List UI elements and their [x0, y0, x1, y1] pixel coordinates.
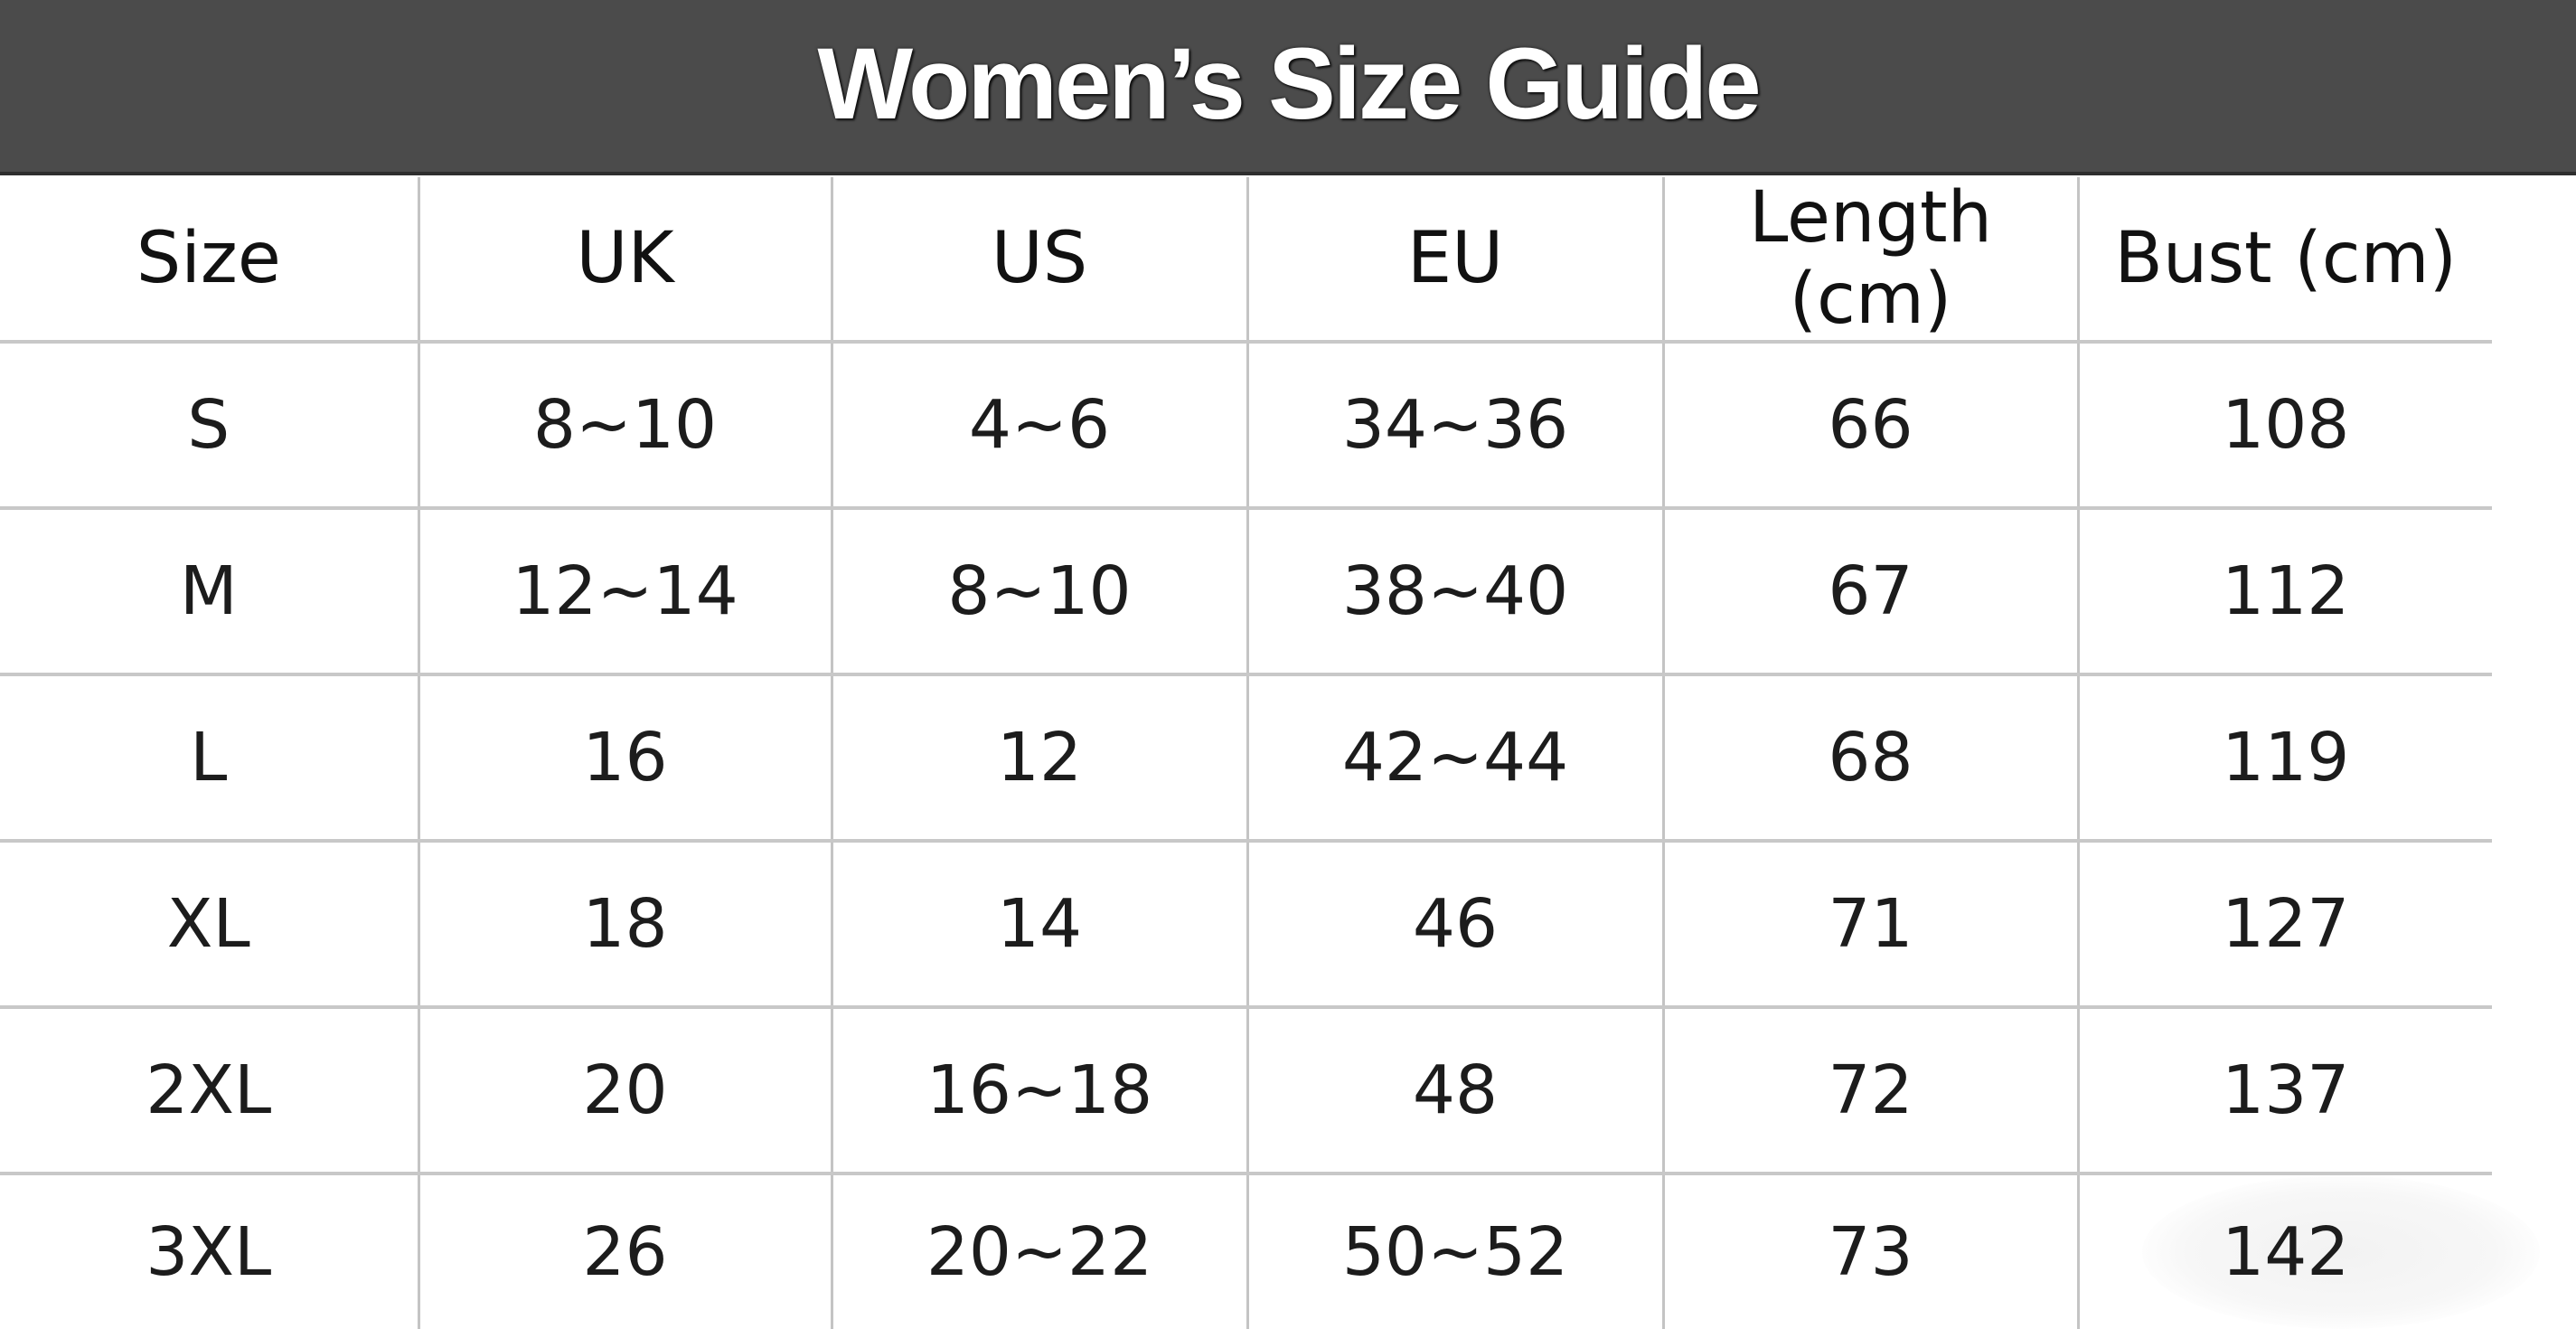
page-title: Women’s Size Guide	[817, 26, 1761, 140]
table-row: S 8~10 4~6 34~36 66 108	[0, 342, 2492, 510]
table-row: L 16 12 42~44 68 119	[0, 674, 2492, 843]
cell-uk: 12~14	[418, 508, 833, 676]
cell-eu: 50~52	[1247, 1173, 1665, 1329]
cell-length: 71	[1663, 841, 2080, 1009]
cell-bust: 137	[2078, 1007, 2492, 1175]
cell-bust: 108	[2078, 342, 2492, 510]
cell-uk: 16	[418, 674, 833, 843]
cell-us: 12	[832, 674, 1249, 843]
cell-us: 16~18	[832, 1007, 1249, 1175]
cell-uk: 8~10	[418, 342, 833, 510]
cell-eu: 42~44	[1247, 674, 1665, 843]
header-row: Size UK US EU Length (cm) Bust (cm)	[0, 177, 2492, 344]
cell-size: S	[0, 342, 420, 510]
cell-eu: 46	[1247, 841, 1665, 1009]
cell-length: 68	[1663, 674, 2080, 843]
column-header-us: US	[832, 177, 1249, 344]
table-row: M 12~14 8~10 38~40 67 112	[0, 508, 2492, 676]
column-header-eu: EU	[1247, 177, 1665, 344]
cell-length: 73	[1663, 1173, 2080, 1329]
cell-size: XL	[0, 841, 420, 1009]
shadow-smudge	[2142, 1175, 2540, 1329]
cell-length: 72	[1663, 1007, 2080, 1175]
cell-uk: 18	[418, 841, 833, 1009]
cell-us: 14	[832, 841, 1249, 1009]
cell-size: M	[0, 508, 420, 676]
column-header-size: Size	[0, 177, 420, 344]
column-header-uk: UK	[418, 177, 833, 344]
cell-length: 66	[1663, 342, 2080, 510]
cell-uk: 26	[418, 1173, 833, 1329]
table-row: 3XL 26 20~22 50~52 73 142	[0, 1173, 2492, 1329]
cell-bust: 112	[2078, 508, 2492, 676]
cell-bust: 142	[2222, 1213, 2350, 1291]
cell-size: 3XL	[0, 1173, 420, 1329]
cell-bust: 119	[2078, 674, 2492, 843]
size-table: Size UK US EU Length (cm) Bust (cm) S 8~10 4~6 34…	[0, 177, 2492, 1329]
table-row: XL 18 14 46 71 127	[0, 841, 2492, 1009]
column-header-length: Length (cm)	[1663, 177, 2080, 344]
cell-eu: 48	[1247, 1007, 1665, 1175]
cell-us: 8~10	[832, 508, 1249, 676]
column-header-bust: Bust (cm)	[2078, 177, 2492, 344]
cell-length: 67	[1663, 508, 2080, 676]
cell-size: L	[0, 674, 420, 843]
cell-us: 4~6	[832, 342, 1249, 510]
cell-eu: 34~36	[1247, 342, 1665, 510]
title-banner: Women’s Size Guide	[0, 0, 2576, 175]
table-row: 2XL 20 16~18 48 72 137	[0, 1007, 2492, 1175]
cell-size: 2XL	[0, 1007, 420, 1175]
cell-us: 20~22	[832, 1173, 1249, 1329]
cell-bust: 127	[2078, 841, 2492, 1009]
cell-uk: 20	[418, 1007, 833, 1175]
cell-eu: 38~40	[1247, 508, 1665, 676]
